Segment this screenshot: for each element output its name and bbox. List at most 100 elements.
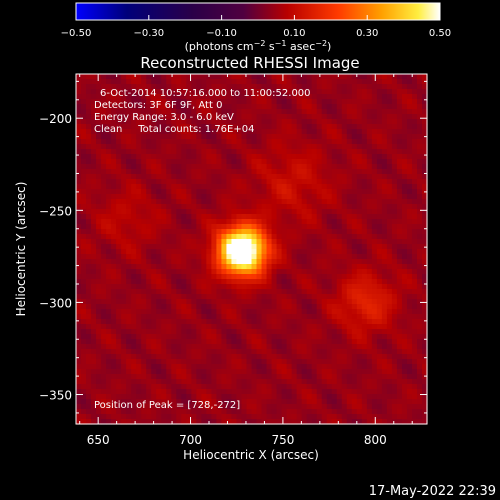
heatmap-cell: [106, 149, 112, 155]
heatmap-cell: [341, 304, 348, 310]
heatmap-cell: [136, 324, 142, 330]
heatmap-cell: [76, 274, 82, 280]
heatmap-cell: [211, 179, 217, 185]
heatmap-cell: [161, 74, 167, 80]
heatmap-cell: [196, 319, 202, 325]
heatmap-cell: [381, 259, 388, 265]
heatmap-cell: [301, 209, 308, 215]
heatmap-cell: [176, 144, 182, 150]
heatmap-cell: [176, 349, 182, 355]
heatmap-cell: [361, 159, 368, 165]
heatmap-cell: [396, 359, 403, 365]
heatmap-cell: [386, 359, 393, 365]
heatmap-cell: [166, 294, 172, 300]
heatmap-cell: [416, 329, 423, 335]
heatmap-cell: [316, 94, 323, 100]
heatmap-cell: [386, 399, 393, 405]
heatmap-cell: [261, 79, 268, 85]
heatmap-cell: [196, 384, 202, 390]
heatmap-cell: [156, 159, 162, 165]
heatmap-cell: [306, 364, 313, 370]
heatmap-cell: [126, 184, 132, 190]
heatmap-cell: [91, 284, 97, 290]
heatmap-cell: [321, 99, 328, 105]
heatmap-cell: [376, 134, 383, 140]
heatmap-cell: [131, 99, 137, 105]
heatmap-cell: [91, 379, 97, 385]
heatmap-cell: [396, 394, 403, 400]
heatmap-cell: [171, 404, 177, 410]
heatmap-cell: [416, 249, 423, 255]
heatmap-cell: [396, 264, 403, 270]
heatmap-cell: [341, 194, 348, 200]
heatmap-cell: [251, 269, 258, 275]
colorbar-tick-label: 0.30: [356, 28, 378, 39]
heatmap-cell: [316, 269, 323, 275]
heatmap-cell: [166, 169, 172, 175]
heatmap-cell: [226, 299, 233, 305]
heatmap-cell: [261, 254, 268, 260]
heatmap-cell: [216, 174, 223, 180]
heatmap-cell: [221, 204, 228, 210]
heatmap-cell: [386, 169, 393, 175]
heatmap-cell: [151, 234, 157, 240]
heatmap-cell: [246, 139, 253, 145]
heatmap-cell: [351, 344, 358, 350]
heatmap-cell: [116, 239, 122, 245]
heatmap-cell: [261, 109, 268, 115]
heatmap-cell: [126, 214, 132, 220]
heatmap-cell: [251, 144, 258, 150]
heatmap-cell: [186, 209, 192, 215]
heatmap-cell: [396, 219, 403, 225]
heatmap-cell: [281, 264, 288, 270]
heatmap-cell: [221, 264, 228, 270]
heatmap-cell: [246, 74, 253, 80]
heatmap-cell: [406, 114, 413, 120]
heatmap-cell: [76, 289, 82, 295]
heatmap-cell: [161, 399, 167, 405]
heatmap-cell: [211, 109, 217, 115]
heatmap-cell: [376, 374, 383, 380]
heatmap-cell: [401, 234, 408, 240]
heatmap-cell: [146, 354, 152, 360]
heatmap-cell: [106, 174, 112, 180]
heatmap-cell: [271, 409, 278, 415]
heatmap-cell: [181, 309, 187, 315]
heatmap-cell: [331, 209, 338, 215]
heatmap-cell: [276, 169, 283, 175]
heatmap-cell: [191, 269, 197, 275]
heatmap-cell: [266, 419, 273, 425]
heatmap-cell: [171, 189, 177, 195]
heatmap-cell: [196, 299, 202, 305]
heatmap-cell: [411, 209, 418, 215]
heatmap-cell: [296, 89, 303, 95]
heatmap-cell: [281, 94, 288, 100]
heatmap-cell: [96, 144, 102, 150]
heatmap-cell: [166, 259, 172, 265]
heatmap-cell: [136, 204, 142, 210]
heatmap-cell: [261, 319, 268, 325]
heatmap-cell: [191, 364, 197, 370]
heatmap-cell: [326, 394, 333, 400]
heatmap-cell: [106, 389, 112, 395]
heatmap-cell: [331, 84, 338, 90]
heatmap-cell: [161, 154, 167, 160]
heatmap-cell: [126, 174, 132, 180]
heatmap-cell: [341, 379, 348, 385]
heatmap-cell: [381, 174, 388, 180]
heatmap-cell: [166, 204, 172, 210]
heatmap-cell: [366, 229, 373, 235]
heatmap-cell: [221, 419, 228, 425]
heatmap-cell: [356, 99, 363, 105]
heatmap-cell: [391, 314, 398, 320]
heatmap-cell: [336, 264, 343, 270]
heatmap-cell: [176, 374, 182, 380]
heatmap-cell: [331, 384, 338, 390]
heatmap-cell: [76, 129, 82, 135]
heatmap-cell: [331, 239, 338, 245]
heatmap-cell: [201, 194, 207, 200]
heatmap-cell: [256, 224, 263, 230]
heatmap-cell: [171, 419, 177, 425]
heatmap-cell: [116, 209, 122, 215]
heatmap-cell: [386, 294, 393, 300]
